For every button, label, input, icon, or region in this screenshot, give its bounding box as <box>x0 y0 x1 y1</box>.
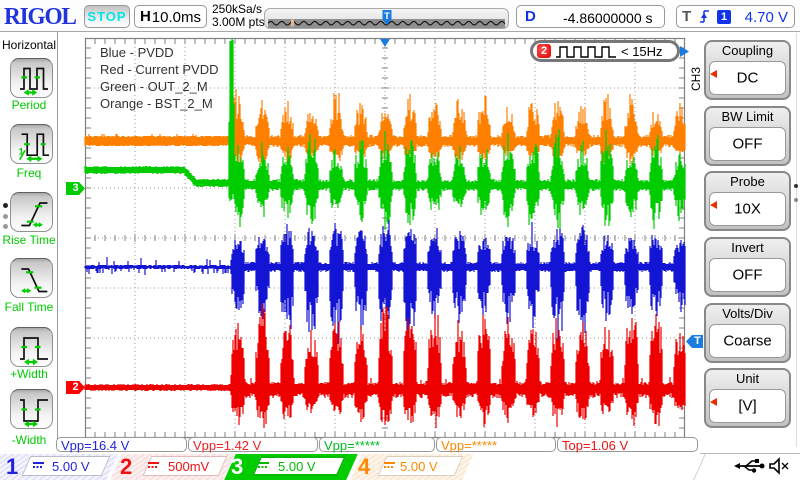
svg-text:T: T <box>384 11 390 21</box>
svg-text:1: 1 <box>19 147 24 157</box>
